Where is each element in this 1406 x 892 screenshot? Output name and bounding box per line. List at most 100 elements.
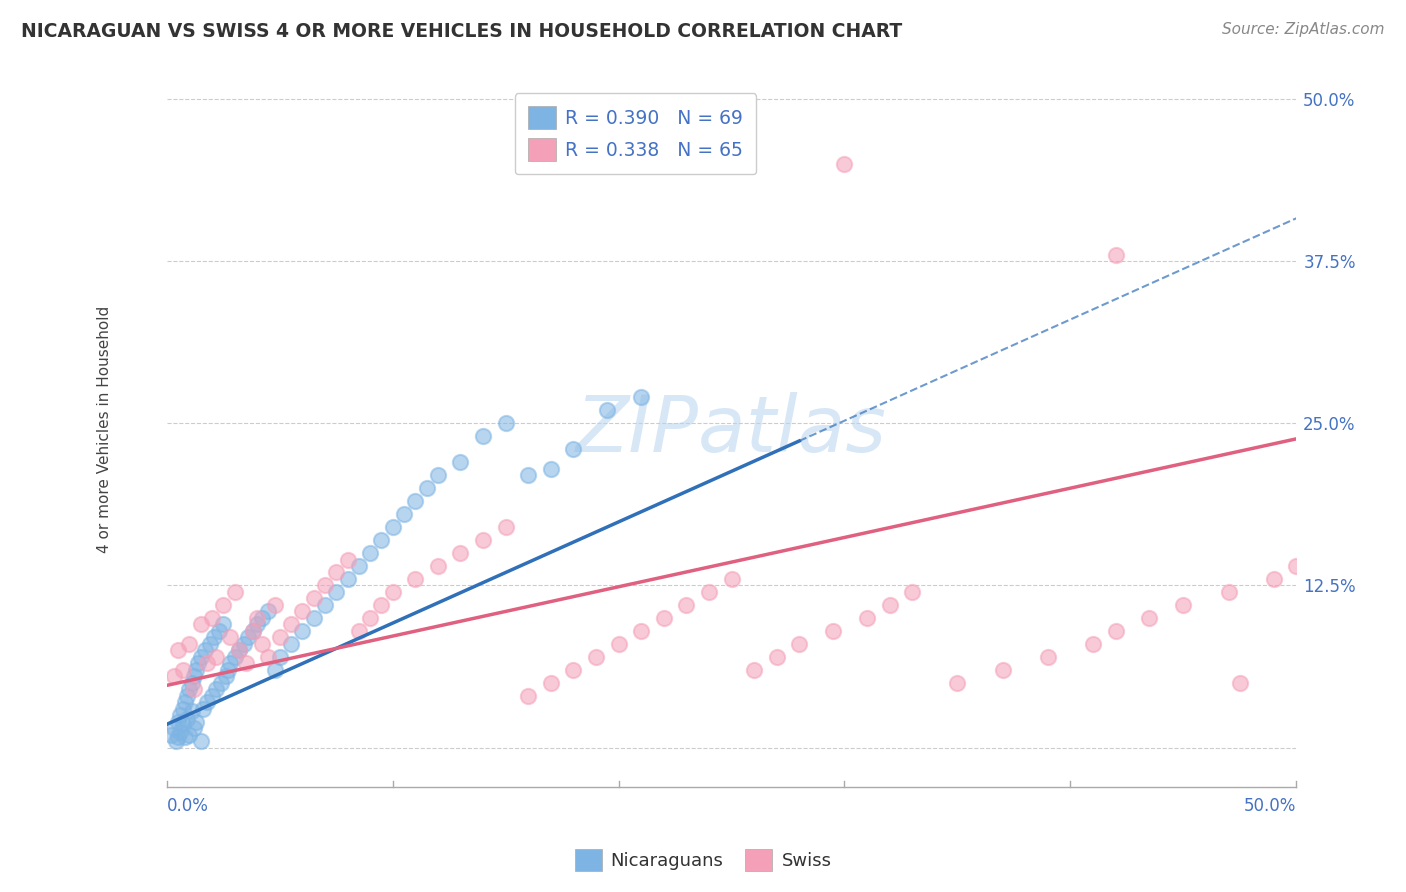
Point bbox=[176, 712, 198, 726]
Point bbox=[208, 624, 231, 638]
Point bbox=[176, 689, 198, 703]
Text: 0.0%: 0.0% bbox=[167, 797, 208, 815]
Point bbox=[1104, 624, 1126, 638]
Point bbox=[212, 617, 235, 632]
Point bbox=[630, 390, 652, 404]
Point bbox=[162, 669, 184, 683]
Point bbox=[336, 552, 359, 566]
Point bbox=[167, 643, 190, 657]
Point bbox=[201, 689, 224, 703]
Point bbox=[242, 624, 264, 638]
Point bbox=[787, 637, 810, 651]
Point bbox=[314, 578, 336, 592]
Point bbox=[314, 598, 336, 612]
Point bbox=[1218, 585, 1240, 599]
Point bbox=[415, 481, 437, 495]
Point bbox=[183, 682, 205, 697]
Point bbox=[1081, 637, 1104, 651]
Point bbox=[426, 559, 449, 574]
Point bbox=[675, 598, 697, 612]
Point bbox=[205, 649, 228, 664]
Point bbox=[198, 637, 221, 651]
Point bbox=[162, 721, 184, 735]
Point bbox=[201, 611, 224, 625]
Point bbox=[325, 585, 347, 599]
Point bbox=[165, 734, 187, 748]
Point bbox=[472, 533, 495, 547]
Point bbox=[179, 728, 201, 742]
Point bbox=[347, 559, 370, 574]
Point bbox=[495, 520, 517, 534]
Point bbox=[190, 734, 212, 748]
Point bbox=[946, 675, 969, 690]
Text: Source: ZipAtlas.com: Source: ZipAtlas.com bbox=[1222, 22, 1385, 37]
Legend: R = 0.390   N = 69, R = 0.338   N = 65: R = 0.390 N = 69, R = 0.338 N = 65 bbox=[515, 93, 756, 175]
Point bbox=[167, 731, 190, 745]
Point bbox=[596, 403, 619, 417]
Text: 4 or more Vehicles in Household: 4 or more Vehicles in Household bbox=[97, 306, 112, 553]
Point bbox=[269, 649, 291, 664]
Point bbox=[630, 624, 652, 638]
Point bbox=[160, 728, 183, 742]
Point bbox=[359, 611, 381, 625]
Point bbox=[336, 572, 359, 586]
Point bbox=[172, 702, 194, 716]
Point bbox=[381, 520, 404, 534]
Point bbox=[219, 631, 242, 645]
Point bbox=[449, 455, 471, 469]
Point bbox=[325, 566, 347, 580]
Point bbox=[190, 649, 212, 664]
Point bbox=[697, 585, 720, 599]
Text: NICARAGUAN VS SWISS 4 OR MORE VEHICLES IN HOUSEHOLD CORRELATION CHART: NICARAGUAN VS SWISS 4 OR MORE VEHICLES I… bbox=[21, 22, 903, 41]
Point bbox=[765, 649, 787, 664]
Point bbox=[212, 598, 235, 612]
Point bbox=[585, 649, 607, 664]
Point bbox=[404, 494, 426, 508]
Point bbox=[823, 624, 845, 638]
Point bbox=[186, 714, 208, 729]
Point bbox=[180, 704, 202, 718]
Point bbox=[183, 721, 205, 735]
Point bbox=[250, 611, 273, 625]
Point bbox=[214, 669, 236, 683]
Point bbox=[291, 624, 314, 638]
Point bbox=[302, 611, 325, 625]
Point bbox=[1139, 611, 1161, 625]
Point bbox=[190, 617, 212, 632]
Text: ZIPatlas: ZIPatlas bbox=[576, 392, 887, 467]
Text: 50.0%: 50.0% bbox=[1244, 797, 1296, 815]
Point bbox=[540, 461, 562, 475]
Point bbox=[172, 663, 194, 677]
Point bbox=[991, 663, 1014, 677]
Point bbox=[264, 598, 287, 612]
Point bbox=[246, 617, 269, 632]
Point bbox=[742, 663, 765, 677]
Point bbox=[202, 631, 225, 645]
Point bbox=[191, 702, 214, 716]
Point bbox=[901, 585, 924, 599]
Point bbox=[197, 695, 219, 709]
Point bbox=[236, 631, 259, 645]
Point bbox=[381, 585, 404, 599]
Point bbox=[392, 507, 415, 521]
Point bbox=[426, 468, 449, 483]
Point bbox=[495, 417, 517, 431]
Point bbox=[257, 604, 280, 618]
Point bbox=[187, 657, 209, 671]
Point bbox=[302, 591, 325, 606]
Point bbox=[834, 157, 856, 171]
Point bbox=[205, 682, 228, 697]
Point bbox=[209, 675, 232, 690]
Point bbox=[186, 663, 208, 677]
Point bbox=[517, 468, 540, 483]
Point bbox=[169, 708, 191, 723]
Point bbox=[562, 663, 585, 677]
Point bbox=[517, 689, 540, 703]
Point bbox=[280, 617, 302, 632]
Point bbox=[179, 637, 201, 651]
Point bbox=[449, 546, 471, 560]
Point bbox=[228, 643, 250, 657]
Point bbox=[173, 731, 195, 745]
Point bbox=[370, 598, 392, 612]
Point bbox=[1173, 598, 1195, 612]
